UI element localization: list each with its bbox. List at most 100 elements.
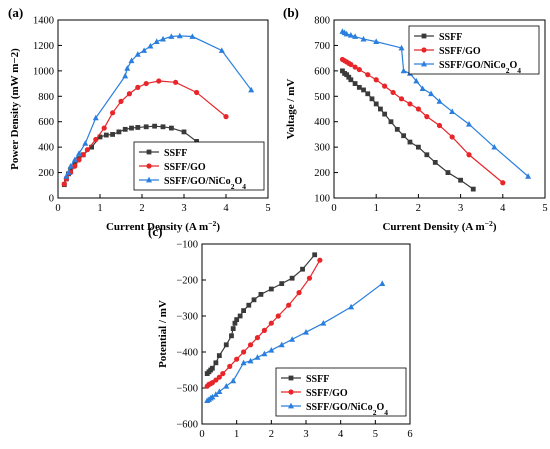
panel-b: (b) 0 1 2 3 4 5 100 200 300 400 500 600 700 800 Curren… (283, 5, 548, 233)
x-tick-label-b-5: 5 (542, 203, 547, 214)
panel-c: (c) 0123456−600−500−400−300−200−100Curre… (148, 224, 413, 449)
data-point-b-ssff-go-nico2o4-11 (419, 85, 426, 92)
data-point-b-ssff-go-nico2o4-4 (352, 33, 359, 39)
y-tick-label-c-4: −200 (176, 276, 198, 287)
y-tick-label-c-5: −100 (176, 240, 198, 251)
x-axis-label-a: Current Density (A m−2) (106, 219, 220, 234)
data-point-c-ssff-go-nico2o4-18 (379, 280, 386, 286)
x-tick-label-c-0: 0 (199, 429, 204, 440)
data-point-b-ssff-15 (401, 133, 407, 139)
y-tick-label-a-7: 1400 (33, 16, 54, 27)
data-point-a-ssff-go-nico2o4-2 (67, 163, 74, 169)
data-point-a-ssff-go-6 (84, 147, 90, 153)
data-point-a-ssff-go-nico2o4-12 (147, 42, 154, 49)
data-point-a-ssff-3 (68, 166, 73, 172)
y-tick-label-b-6: 700 (314, 41, 330, 52)
data-point-b-ssff-6 (356, 84, 362, 90)
panel-label-c: (c) (148, 224, 162, 239)
x-axis-label-b: Current Density (A m−2) (382, 219, 496, 234)
data-point-a-ssff-go-nico2o4-7 (122, 72, 129, 79)
data-point-a-ssff-go-4 (76, 157, 82, 163)
data-point-b-ssff-7 (361, 87, 366, 93)
y-tick-label-a-6: 1200 (33, 41, 54, 52)
legend-label-b-ssff-go: SSFF/GO (439, 46, 481, 57)
legend-marker-b-ssff-go-nico2o4 (421, 60, 427, 67)
data-point-a-ssff-go-13 (143, 80, 149, 87)
data-point-c-ssff-go-8 (234, 356, 240, 362)
data-point-c-ssff-go-nico2o4-6 (223, 383, 230, 389)
data-point-a-ssff-go-5 (80, 152, 86, 158)
y-tick-label-c-2: −400 (176, 348, 198, 359)
data-point-a-ssff-17 (160, 124, 166, 130)
data-point-a-ssff-go-nico2o4-10 (134, 51, 141, 57)
legend-marker-c-ssff (288, 375, 294, 381)
data-point-c-ssff-go-14 (275, 313, 281, 319)
legend-b: SSFF SSFF/GO SSFF/GO/NiCo2O4 (408, 25, 540, 75)
data-point-b-ssff-go-12 (407, 101, 413, 107)
data-point-b-ssff-14 (394, 126, 400, 132)
data-point-c-ssff-6 (223, 342, 229, 348)
data-point-b-ssff-go-7 (365, 72, 371, 78)
data-point-a-ssff-8 (97, 134, 103, 140)
y-tick-label-b-1: 200 (314, 168, 330, 179)
data-point-b-ssff-8 (365, 91, 371, 97)
data-point-a-ssff-go-nico2o4-1 (65, 169, 72, 175)
data-point-b-ssff-go-13 (415, 106, 421, 112)
legend-marker-b-ssff (421, 33, 427, 39)
data-point-a-ssff-9 (103, 132, 109, 138)
data-point-a-ssff-go-10 (118, 98, 124, 104)
plot-frame-b (333, 19, 546, 199)
legend-marker-b-ssff-go (421, 47, 427, 53)
x-tick-label-b-0: 0 (331, 203, 336, 214)
data-point-a-ssff-go-nico2o4-18 (218, 47, 225, 53)
legend-marker-c-ssff-go-nico2o4 (288, 402, 294, 409)
data-point-a-ssff-go-nico2o4-8 (124, 65, 131, 71)
data-point-b-ssff-16 (407, 139, 413, 145)
data-point-c-ssff-11 (237, 313, 243, 319)
data-point-a-ssff-go-14 (156, 78, 162, 84)
data-point-c-ssff-go-nico2o4-10 (254, 354, 261, 360)
legend-marker-c-ssff-go (288, 389, 294, 395)
data-point-c-ssff-7 (229, 333, 234, 339)
data-point-b-ssff-go-9 (382, 83, 388, 89)
data-point-b-ssff-11 (378, 106, 383, 112)
data-point-c-ssff-14 (251, 297, 257, 303)
data-point-a-ssff-go-12 (135, 84, 141, 90)
y-tick-label-a-1: 200 (38, 168, 54, 179)
y-tick-label-b-7: 800 (314, 16, 330, 27)
data-point-a-ssff-go-8 (101, 125, 107, 131)
data-point-a-ssff-11 (116, 129, 122, 135)
x-tick-label-a-3: 3 (181, 203, 186, 214)
data-point-c-ssff-10 (234, 317, 240, 322)
data-point-a-ssff-go-nico2o4-4 (76, 150, 82, 156)
panel-label-b: (b) (283, 5, 299, 20)
x-tick-label-a-5: 5 (265, 203, 270, 214)
data-point-a-ssff-10 (110, 132, 115, 137)
data-point-c-ssff-go-13 (268, 320, 274, 326)
data-point-a-ssff-go-nico2o4-19 (248, 86, 255, 93)
data-point-b-ssff-go-10 (390, 89, 396, 96)
data-point-b-ssff-go-nico2o4-3 (347, 32, 354, 38)
data-point-b-ssff-10 (373, 101, 379, 107)
y-tick-label-a-3: 600 (38, 117, 54, 128)
data-point-b-ssff-go-4 (348, 61, 354, 68)
y-tick-label-c-0: −600 (176, 420, 198, 431)
data-point-c-ssff-go-nico2o4-5 (216, 388, 223, 394)
legend-marker-a-ssff (146, 149, 152, 155)
data-point-b-ssff-18 (424, 152, 430, 158)
x-tick-label-c-4: 4 (338, 429, 344, 440)
data-point-c-ssff-go-15 (286, 302, 292, 308)
data-point-b-ssff-go-5 (352, 64, 358, 70)
data-point-b-ssff-go-6 (356, 66, 362, 73)
data-point-a-ssff-go-0 (61, 181, 67, 187)
x-tick-label-c-5: 5 (373, 429, 378, 440)
x-tick-label-b-2: 2 (416, 203, 421, 214)
data-point-c-ssff-9 (232, 320, 238, 326)
x-tick-label-b-1: 1 (374, 203, 379, 214)
data-point-c-ssff-go-17 (306, 275, 313, 281)
data-point-c-ssff-5 (216, 353, 222, 358)
data-point-c-ssff-go-nico2o4-3 (209, 393, 216, 400)
data-point-b-ssff-go-nico2o4-6 (373, 38, 380, 45)
plot-frame-a (57, 19, 269, 199)
data-point-c-ssff-go-16 (296, 290, 302, 296)
